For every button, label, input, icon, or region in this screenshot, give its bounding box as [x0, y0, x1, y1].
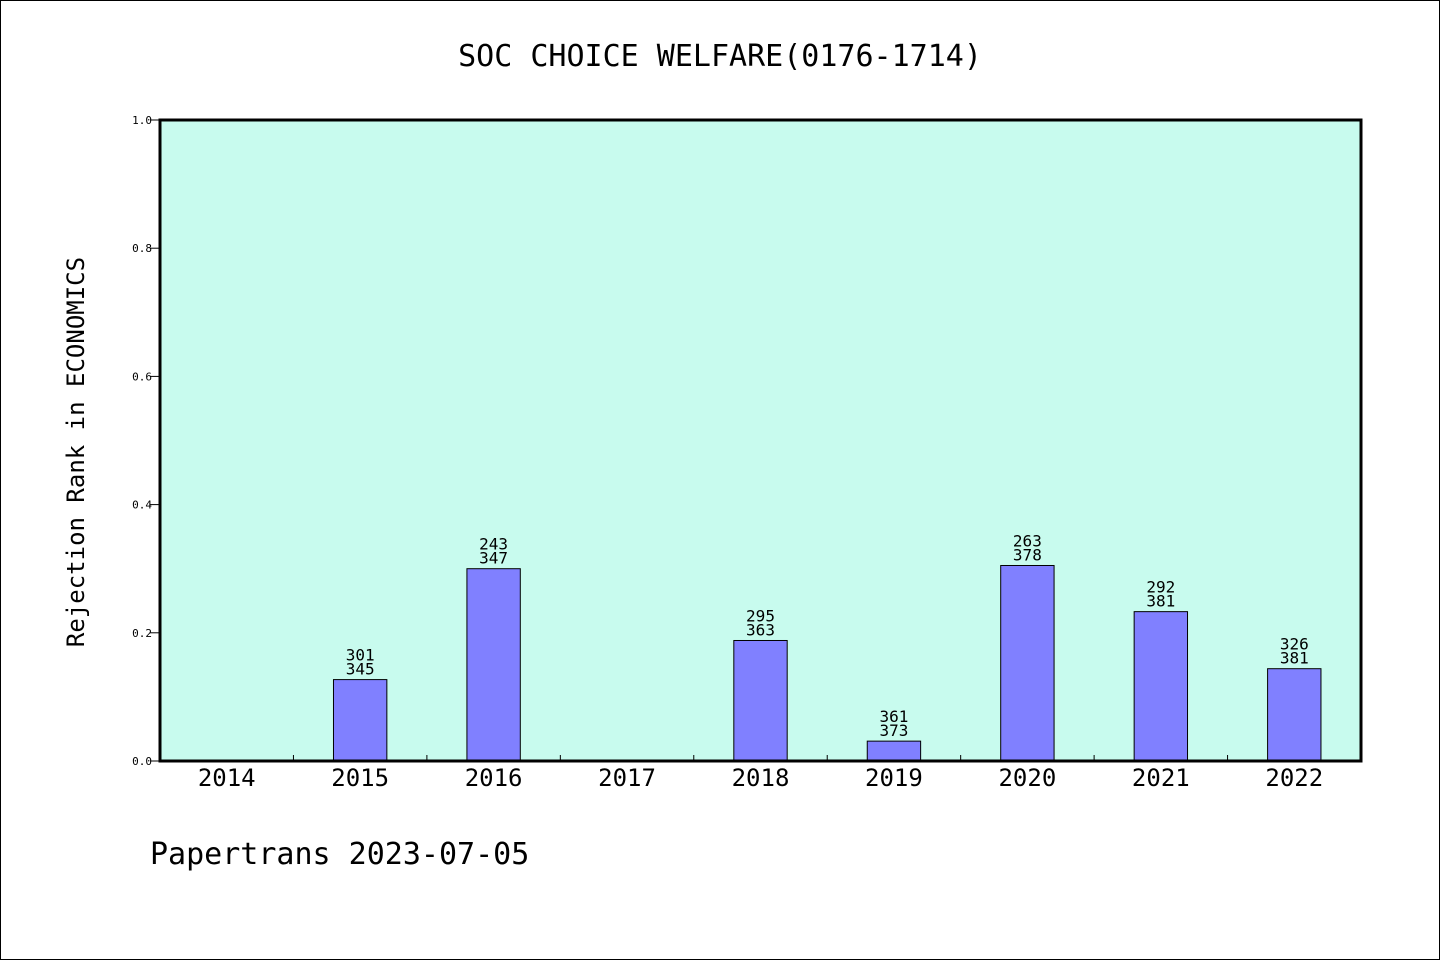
- x-tick-label: 2015: [331, 764, 389, 792]
- bar-2021: [1133, 611, 1189, 762]
- bar-2015: [332, 679, 388, 762]
- x-tick-label: 2022: [1265, 764, 1323, 792]
- y-tick-label: 0.8: [132, 242, 152, 255]
- bar-2019: [866, 740, 922, 762]
- y-tick-label: 0.4: [132, 499, 152, 512]
- bar-label-top: 301: [346, 646, 375, 665]
- y-tick-label: 1.0: [132, 114, 152, 127]
- bars-group: [332, 564, 1322, 762]
- x-tick-label: 2020: [998, 764, 1056, 792]
- x-tick-label: 2019: [865, 764, 923, 792]
- bar-labels-group: 3013452433472953633613732633782923813263…: [346, 531, 1309, 740]
- bar-label-top: 361: [879, 707, 908, 726]
- bar-label-bottom: 381: [1146, 592, 1175, 611]
- x-tick-label: 2018: [732, 764, 790, 792]
- bar-label-bottom: 378: [1013, 545, 1042, 564]
- y-tick-label: 0.0: [132, 755, 152, 768]
- bar-label-top: 292: [1146, 578, 1175, 597]
- bar-label-bottom: 363: [746, 620, 775, 639]
- bar-2016: [466, 568, 521, 762]
- bar-label-bottom: 381: [1280, 649, 1309, 668]
- bar-2022: [1267, 668, 1322, 762]
- bar-label-bottom: 345: [346, 660, 375, 679]
- x-axis-ticks: 2014 2015 2016 2017 2018 2019 2020 2021 2022: [198, 755, 1323, 792]
- y-axis-ticks: 0.0 0.2 0.4 0.6 0.8 1.0: [132, 114, 160, 768]
- plot-border: [158, 118, 1363, 763]
- footer-text: Papertrans 2023-07-05: [150, 837, 529, 872]
- x-tick-label: 2016: [465, 764, 523, 792]
- bar-label-top: 326: [1280, 635, 1309, 654]
- bar-2020: [1000, 564, 1055, 762]
- bar-label-top: 295: [746, 606, 775, 625]
- bar-label-top: 263: [1013, 531, 1042, 550]
- bar-2018: [733, 639, 788, 762]
- bar-label-bottom: 347: [479, 549, 508, 568]
- y-tick-label: 0.6: [132, 370, 152, 383]
- y-tick-label: 0.2: [132, 627, 152, 640]
- x-tick-label: 2017: [598, 764, 656, 792]
- y-axis-label: Rejection Rank in ECONOMICS: [62, 257, 90, 647]
- bar-label-top: 243: [479, 535, 508, 554]
- chart-title: SOC CHOICE WELFARE(0176-1714): [458, 39, 982, 74]
- bar-label-bottom: 373: [879, 721, 908, 740]
- x-tick-label: 2021: [1132, 764, 1190, 792]
- x-tick-label: 2014: [198, 764, 256, 792]
